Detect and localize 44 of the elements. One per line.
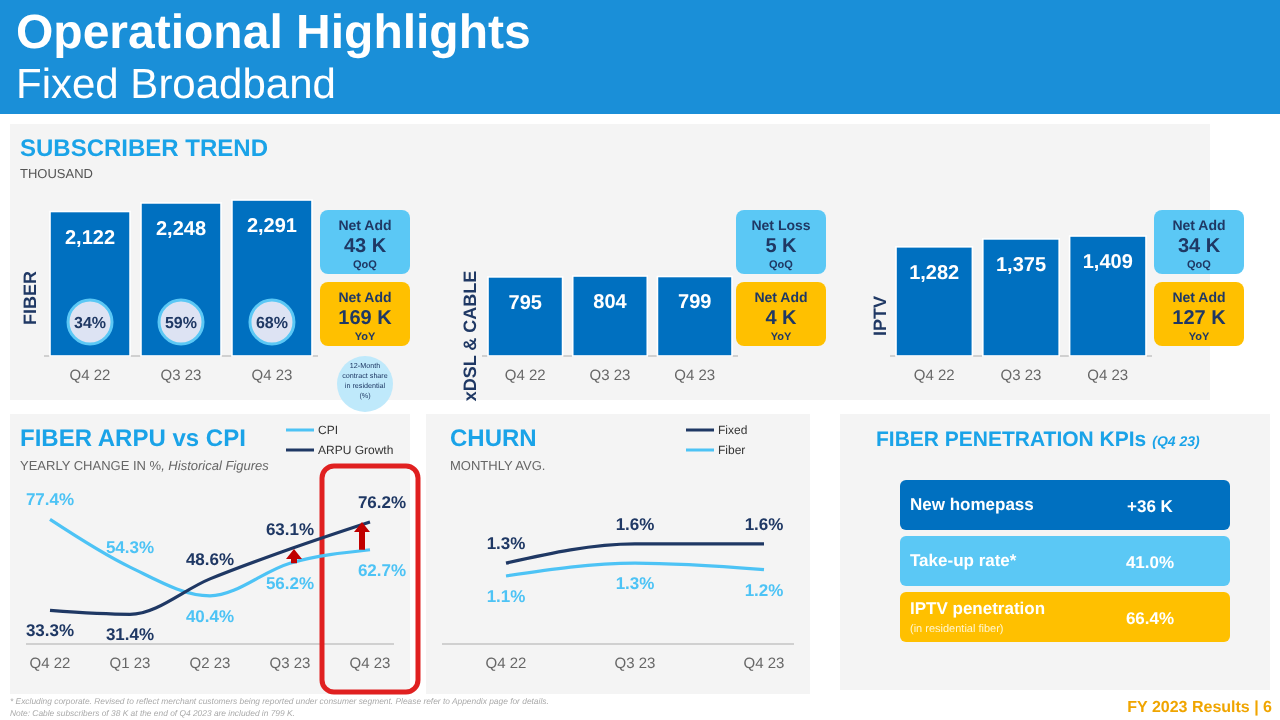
data-label: 1,409	[1082, 252, 1134, 274]
data-label: 1,282	[909, 262, 961, 285]
data-label: 1.3%	[486, 533, 527, 554]
chart-title: CHURN	[450, 424, 537, 452]
data-label: 1.6%	[615, 513, 656, 534]
data-label: 54.3%	[105, 537, 155, 558]
text: 66.4%	[1125, 608, 1175, 628]
text: +36 K	[1127, 496, 1173, 516]
text: FIBER PENETRATION KPIs	[876, 428, 1147, 452]
text: Fixed Broadband	[16, 62, 336, 108]
data-label: 2,122	[65, 227, 116, 250]
text: FY 2023 Results | 6	[1127, 698, 1274, 716]
data-label: 1.1%	[486, 585, 527, 606]
data-label: 48.6%	[185, 548, 235, 569]
data-label: 1.2%	[744, 579, 785, 600]
chart-title: SUBSCRIBER TREND	[20, 134, 269, 162]
category-label: New homepass	[910, 494, 1035, 514]
annotation: 34%	[74, 314, 107, 332]
data-label: 2,291	[246, 216, 298, 238]
data-label: 40.4%	[185, 605, 235, 626]
annotation: 68%	[255, 314, 288, 332]
data-label: 1.3%	[615, 573, 656, 594]
text: Operational Highlights	[16, 6, 531, 60]
data-label: 2,248	[155, 218, 207, 241]
data-label: 76.2%	[357, 491, 407, 512]
category-label: IPTV penetration	[910, 598, 1046, 618]
data-label: 799	[678, 292, 713, 315]
text: 41.0%	[1125, 552, 1175, 572]
y-axis-title: IPTV	[870, 295, 890, 337]
data-label: 62.7%	[357, 559, 407, 580]
data-label: 31.4%	[105, 624, 155, 645]
data-label: 1,375	[995, 254, 1047, 277]
data-label: 804	[593, 292, 628, 314]
data-label: 77.4%	[25, 489, 75, 510]
category-label: Take-up rate*	[910, 550, 1018, 570]
data-label: 1.6%	[744, 513, 785, 534]
data-label: 56.2%	[265, 573, 315, 594]
y-axis-title: xDSL & CABLE	[460, 270, 480, 402]
y-axis-title: FIBER	[20, 270, 40, 325]
annotation: 59%	[164, 314, 198, 332]
data-label: 33.3%	[25, 620, 75, 641]
data-label: 63.1%	[265, 518, 315, 539]
data-label: 795	[508, 292, 543, 315]
chart-title: FIBER ARPU vs CPI	[20, 424, 246, 452]
